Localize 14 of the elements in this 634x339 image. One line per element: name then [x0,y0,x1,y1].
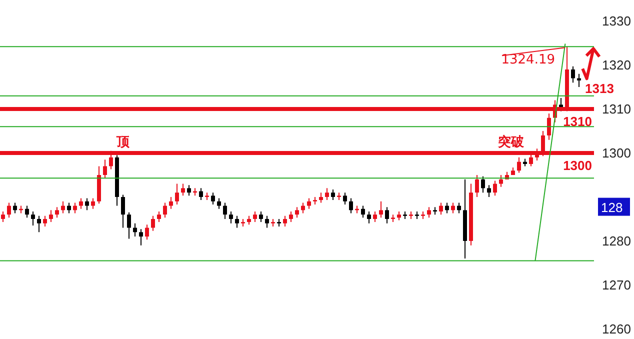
ref-line-label: 1310 [563,114,592,130]
annotation: 顶 [116,135,130,150]
annotation: 1324.19 [501,52,555,68]
y-tick-label: 1320 [602,58,631,73]
ref-line-label: 1300 [563,158,592,174]
text: 128 [601,200,623,215]
y-tick-label: 1260 [602,322,631,336]
y-tick-label: 1280 [602,234,631,249]
annotation: 突破 [497,134,525,150]
y-tick-label: 1310 [602,102,631,117]
y-tick-label: 1270 [602,278,631,293]
y-tick-label: 1300 [602,146,631,161]
ref-line-label: 1313 [585,80,614,96]
y-tick-label: 1330 [602,14,631,29]
